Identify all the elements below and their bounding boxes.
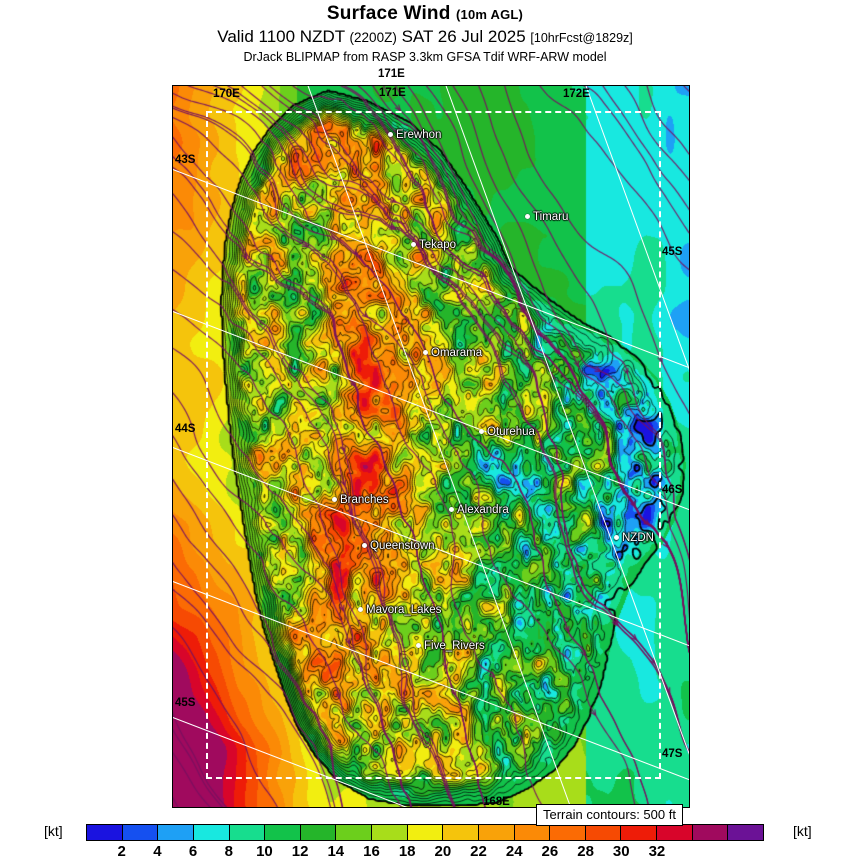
colorbar-segment bbox=[585, 825, 622, 840]
colorbar-tick: 16 bbox=[363, 843, 380, 860]
colorbar: [kt] 2 4 6 8 10 12 14 16 18 20 22 24 26 28 30 32 [kt] bbox=[0, 822, 850, 860]
colorbar-segment bbox=[300, 825, 337, 840]
latitude-label: 43S bbox=[175, 154, 196, 166]
colorbar-segment bbox=[407, 825, 444, 840]
colorbar-tick: 22 bbox=[470, 843, 487, 860]
colorbar-tick: 32 bbox=[648, 843, 666, 860]
colorbar-tick: 8 bbox=[224, 843, 233, 860]
latitude-label: 46S bbox=[662, 484, 683, 496]
wind-field-canvas bbox=[173, 86, 689, 807]
colorbar-tick: 12 bbox=[291, 843, 309, 860]
colorbar-tick: 20 bbox=[434, 843, 452, 860]
colorbar-tick: 26 bbox=[541, 843, 559, 860]
longitude-label: 170E bbox=[213, 88, 240, 100]
latitude-label: 47S bbox=[662, 748, 683, 760]
colorbar-segment bbox=[193, 825, 230, 840]
longitude-label: 172E bbox=[563, 88, 590, 100]
valid-time-utc: (2200Z) bbox=[349, 30, 397, 45]
colorbar-segment bbox=[372, 825, 408, 840]
latitude-label: 45S bbox=[175, 697, 196, 709]
colorbar-segment bbox=[550, 825, 586, 840]
colorbar-tick: 10 bbox=[256, 843, 273, 860]
forecast-stamp: [10hrFcst@1829z] bbox=[530, 31, 633, 45]
colorbar-segment bbox=[265, 825, 301, 840]
colorbar-segment bbox=[692, 825, 729, 840]
colorbar-ticks: 2 4 6 8 10 12 14 16 18 20 22 24 26 28 30 32 bbox=[86, 843, 764, 861]
colorbar-gradient bbox=[86, 824, 764, 841]
title-block: Surface Wind (10m AGL) Valid 1100 NZDT (… bbox=[0, 0, 850, 66]
colorbar-unit-left: [kt] bbox=[44, 823, 63, 839]
colorbar-segment bbox=[87, 825, 123, 840]
chart-title: Surface Wind (10m AGL) bbox=[0, 0, 850, 26]
colorbar-segment bbox=[229, 825, 266, 840]
longitude-label: 168E bbox=[483, 796, 510, 808]
colorbar-segment bbox=[478, 825, 515, 840]
wind-map[interactable]: Erewhon Timaru Tekapo Omarama Oturehua Branch… bbox=[172, 85, 690, 808]
colorbar-segment bbox=[443, 825, 479, 840]
colorbar-segment bbox=[728, 825, 763, 840]
latitude-label: 45S bbox=[662, 246, 683, 258]
valid-date: SAT 26 Jul 2025 bbox=[401, 27, 526, 46]
colorbar-segment bbox=[336, 825, 372, 840]
colorbar-tick: 6 bbox=[188, 843, 198, 860]
colorbar-segment bbox=[122, 825, 159, 840]
valid-time: Valid 1100 NZDT bbox=[217, 27, 345, 46]
chart-title-main: Surface Wind bbox=[326, 3, 451, 24]
colorbar-segment bbox=[621, 825, 657, 840]
colorbar-segment bbox=[514, 825, 551, 840]
colorbar-unit-right: [kt] bbox=[793, 823, 812, 839]
colorbar-segment bbox=[657, 825, 693, 840]
colorbar-tick: 2 bbox=[117, 843, 126, 860]
model-line: DrJack BLIPMAP from RASP 3.3km GFSA Tdif… bbox=[243, 50, 607, 64]
longitude-label: 171E bbox=[379, 87, 406, 99]
longitude-label: 171E bbox=[378, 68, 405, 80]
colorbar-tick: 18 bbox=[398, 843, 416, 860]
colorbar-tick: 24 bbox=[505, 843, 523, 860]
chart-title-level: (10m AGL) bbox=[456, 7, 524, 22]
colorbar-tick: 4 bbox=[153, 843, 162, 860]
latitude-label: 44S bbox=[175, 423, 196, 435]
chart-valid-line: Valid 1100 NZDT (2200Z) SAT 26 Jul 2025 … bbox=[0, 26, 850, 49]
colorbar-tick: 30 bbox=[612, 843, 630, 860]
colorbar-tick: 14 bbox=[327, 843, 345, 860]
colorbar-tick: 28 bbox=[577, 843, 594, 860]
terrain-contour-legend: Terrain contours: 500 ft bbox=[536, 804, 683, 826]
colorbar-segment bbox=[158, 825, 194, 840]
